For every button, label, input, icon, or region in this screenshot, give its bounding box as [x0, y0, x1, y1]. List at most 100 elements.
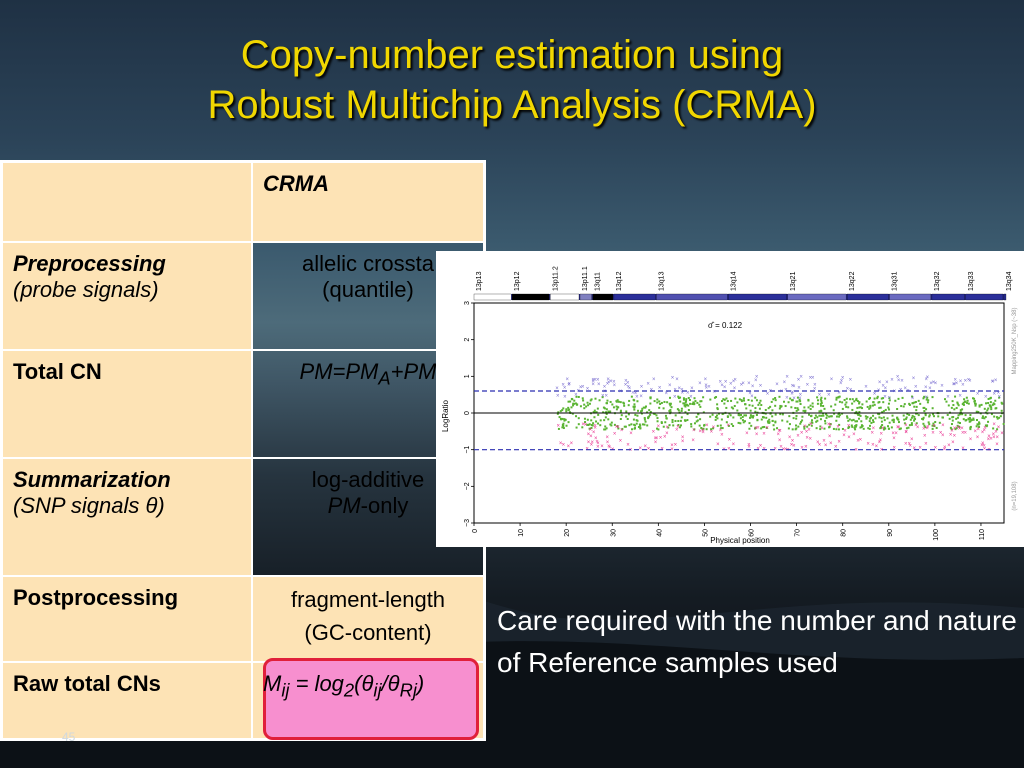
point-green [684, 411, 687, 414]
band-label: 13q13 [658, 271, 665, 291]
point-green [882, 401, 885, 404]
point-green [670, 406, 673, 409]
point-green [729, 414, 732, 417]
point-green [619, 409, 622, 412]
point-purple: × [719, 379, 723, 385]
point-green [583, 417, 586, 420]
point-green [588, 423, 591, 426]
point-green [838, 423, 841, 426]
point-green [743, 414, 746, 417]
row-label-cell: Postprocessing [0, 574, 253, 663]
point-green [795, 414, 798, 417]
point-pink: × [567, 444, 571, 450]
point-pink: × [961, 446, 965, 452]
point-green [745, 414, 748, 417]
point-green [873, 403, 876, 406]
point-green [577, 423, 580, 426]
row-value-line2: (GC-content) [304, 619, 432, 645]
point-green [623, 425, 626, 428]
point-purple: × [806, 382, 810, 388]
point-purple: × [579, 385, 583, 391]
point-green [882, 416, 885, 419]
point-pink: × [908, 441, 912, 447]
point-pink: × [805, 429, 809, 435]
point-green [742, 421, 745, 424]
point-green [859, 406, 862, 409]
row-value-line1: fragment-length [290, 586, 446, 612]
point-purple: × [581, 384, 585, 390]
point-green [865, 400, 868, 403]
point-pink: × [701, 430, 705, 436]
point-green [588, 402, 591, 405]
point-green [693, 403, 696, 406]
point-green [767, 407, 770, 410]
point-purple: × [784, 387, 788, 393]
point-green [902, 414, 905, 417]
point-pink: × [843, 428, 847, 434]
point-purple: × [678, 386, 682, 392]
point-green [610, 424, 613, 427]
point-green [761, 426, 764, 429]
point-green [611, 403, 614, 406]
point-green [640, 412, 643, 415]
point-green [680, 407, 683, 410]
point-green [913, 401, 916, 404]
point-green [887, 402, 890, 405]
point-green [966, 399, 969, 402]
point-green [855, 410, 858, 413]
point-green [789, 397, 792, 400]
point-green [607, 410, 610, 413]
point-green [693, 397, 696, 400]
formula-sub-a: A [378, 366, 391, 388]
point-pink: × [976, 435, 980, 441]
point-green [832, 427, 835, 430]
point-green [872, 421, 875, 424]
point-purple: × [689, 394, 693, 400]
point-pink: × [791, 439, 795, 445]
point-green [588, 427, 591, 430]
point-green [795, 409, 798, 412]
point-green [649, 413, 652, 416]
point-green [1002, 422, 1005, 425]
point-pink: × [681, 435, 685, 441]
point-green [877, 401, 880, 404]
point-green [851, 402, 854, 405]
band-label: 13q22 [849, 271, 856, 291]
point-green [750, 424, 753, 427]
table-row: Summarization (SNP signals θ) log-additi… [0, 456, 486, 577]
point-green [914, 418, 917, 421]
point-green [760, 418, 763, 421]
point-purple: × [574, 392, 578, 398]
point-green [732, 424, 735, 427]
copy-number-plot: 13p13 13p12 13p11.2 13p11.1 13q11 13q12 13q13 1… [436, 251, 1024, 547]
point-green [592, 422, 595, 425]
point-green [657, 428, 660, 431]
point-green [858, 406, 861, 409]
point-green [861, 403, 864, 406]
point-green [807, 406, 810, 409]
point-green [915, 409, 918, 412]
point-green [880, 417, 883, 420]
x-tick-label: 90 [887, 529, 894, 537]
point-green [846, 415, 849, 418]
point-pink: × [681, 439, 685, 445]
point-green [924, 426, 927, 429]
point-green [866, 416, 869, 419]
point-pink: × [950, 429, 954, 435]
f-theta1: θ [361, 670, 374, 696]
point-green [845, 397, 848, 400]
y-tick-label: 3 [464, 301, 471, 305]
point-pink: × [880, 447, 884, 453]
point-green [809, 404, 812, 407]
point-green [716, 424, 719, 427]
point-pink: × [918, 445, 922, 451]
point-pink: × [923, 433, 927, 439]
point-pink: × [837, 440, 841, 446]
point-green [625, 410, 628, 413]
point-purple: × [792, 384, 796, 390]
point-green [931, 424, 934, 427]
point-green [909, 418, 912, 421]
point-purple: × [624, 378, 628, 384]
point-purple: × [619, 389, 623, 395]
point-purple: × [968, 378, 972, 384]
